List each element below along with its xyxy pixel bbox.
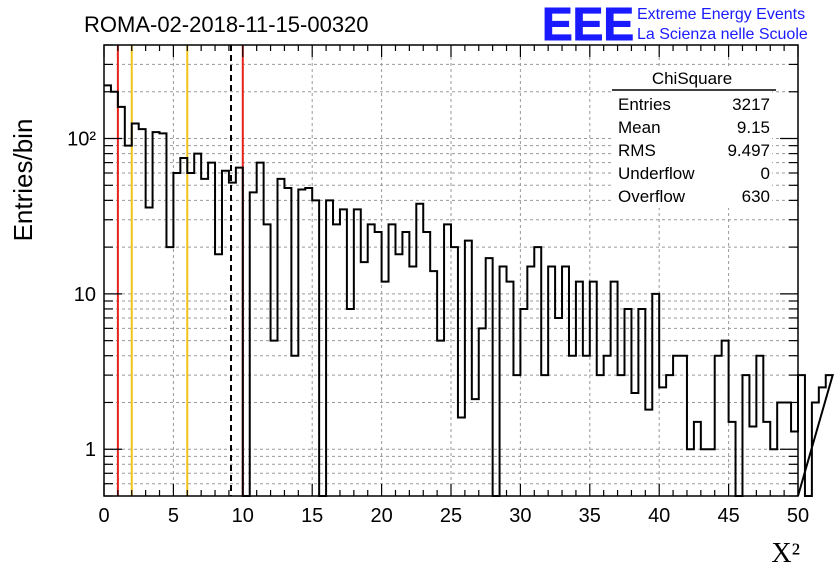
eee-logo: EEE Extreme Energy Events La Scienza nel…	[542, 0, 808, 51]
x-tick-label: 50	[787, 505, 809, 527]
eee-logo-line2: La Scienza nelle Scuole	[637, 26, 808, 43]
x-tick-label: 0	[98, 505, 109, 527]
x-tick-label: 45	[717, 505, 739, 527]
stats-label-rms: RMS	[618, 141, 656, 160]
y-tick-label: 10²	[67, 129, 96, 151]
x-tick-label: 15	[301, 505, 323, 527]
stats-box: ChiSquare Entries 3217 Mean 9.15 RMS 9.4…	[612, 68, 776, 208]
stats-value-mean: 9.15	[737, 118, 770, 137]
stats-title: ChiSquare	[652, 69, 732, 88]
eee-logo-line1: Extreme Energy Events	[637, 6, 805, 23]
axis-ticks	[103, 44, 799, 497]
chart-title: ROMA-02-2018-11-15-00320	[84, 12, 369, 37]
x-tick-label: 30	[509, 505, 531, 527]
x-tick-label: 10	[232, 505, 254, 527]
x-tick-label: 20	[370, 505, 392, 527]
eee-logo-letters: EEE	[542, 0, 634, 50]
marker-lines	[116, 45, 244, 496]
x-tick-label: 40	[648, 505, 670, 527]
x-tick-label: 5	[168, 505, 179, 527]
x-tick-labels: 0 5 10 15 20 25 30 35 40 45 50	[98, 505, 809, 527]
x-axis-label: X²	[771, 538, 800, 569]
stats-label-entries: Entries	[618, 95, 671, 114]
stats-value-underflow: 0	[761, 164, 770, 183]
stats-label-mean: Mean	[618, 118, 661, 137]
y-axis-label: Entries/bin	[8, 119, 38, 242]
x-tick-label: 35	[579, 505, 601, 527]
stats-label-overflow: Overflow	[618, 187, 686, 206]
stats-value-rms: 9.497	[727, 141, 770, 160]
y-tick-labels: 1 10 10²	[67, 129, 96, 462]
y-tick-label: 10	[74, 284, 96, 306]
histogram-series	[104, 84, 835, 497]
stats-value-entries: 3217	[732, 95, 770, 114]
stats-value-overflow: 630	[742, 187, 770, 206]
stats-label-underflow: Underflow	[618, 164, 695, 183]
y-tick-label: 1	[85, 439, 96, 461]
x-tick-label: 25	[440, 505, 462, 527]
